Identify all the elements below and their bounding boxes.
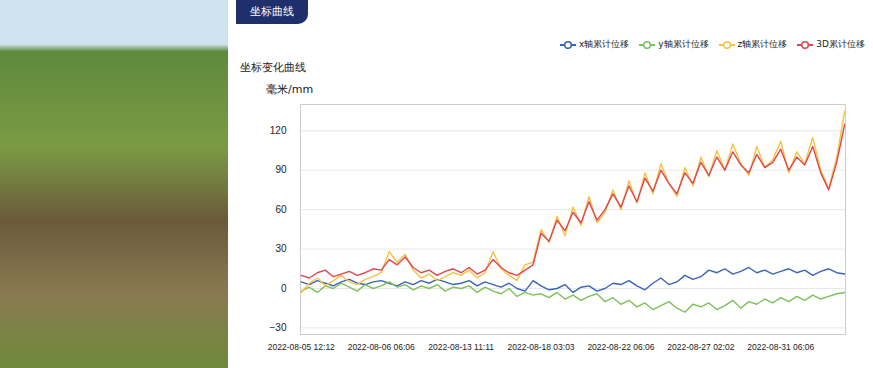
svg-text:2022-08-06 06:06: 2022-08-06 06:06: [348, 342, 415, 352]
svg-text:2022-08-22 06:06: 2022-08-22 06:06: [587, 342, 654, 352]
html-text:z轴累计位移: z轴累计位移: [737, 39, 788, 49]
svg-text:2022-08-27 02:02: 2022-08-27 02:02: [667, 342, 734, 352]
html-text:毫米/mm: 毫米/mm: [266, 83, 314, 96]
svg-text:0: 0: [281, 283, 287, 294]
svg-text:30: 30: [275, 243, 287, 254]
html-text:x轴累计位移: x轴累计位移: [579, 39, 630, 49]
html-text:y轴累计位移: y轴累计位移: [658, 39, 709, 49]
svg-text:2022-08-18 03:03: 2022-08-18 03:03: [507, 342, 574, 352]
svg-text:2022-08-13 11:11: 2022-08-13 11:11: [428, 342, 494, 352]
svg-text:60: 60: [275, 204, 287, 215]
svg-text:120: 120: [270, 125, 287, 136]
svg-text:2022-08-31 06:06: 2022-08-31 06:06: [747, 342, 814, 352]
svg-text:90: 90: [275, 164, 287, 175]
svg-text:−30: −30: [270, 322, 287, 333]
html-text:坐标变化曲线: 坐标变化曲线: [240, 61, 306, 74]
html-text:坐标曲线: 坐标曲线: [250, 5, 294, 18]
html-text:3D累计位移: 3D累计位移: [816, 39, 865, 49]
svg-text:2022-08-05 12:12: 2022-08-05 12:12: [268, 342, 335, 352]
